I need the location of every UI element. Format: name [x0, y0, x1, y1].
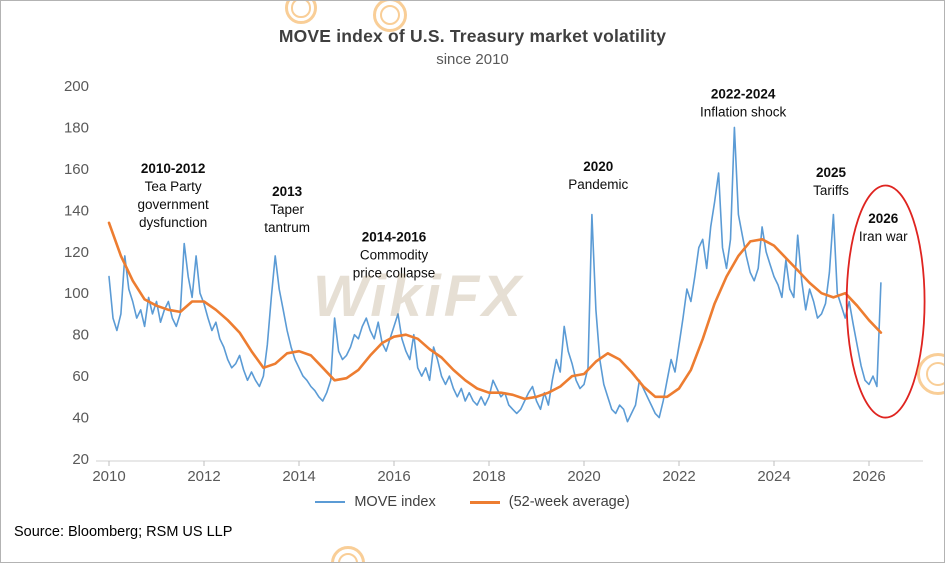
- average-line-swatch: [469, 500, 500, 504]
- annotation-text: Tea Party: [145, 179, 202, 194]
- average-line: [107, 221, 883, 401]
- y-axis-tick-label: 60: [72, 368, 89, 385]
- y-axis-tick-label: 180: [64, 119, 89, 136]
- annotation-text: government: [137, 197, 209, 212]
- annotation-text: 2014-2016: [362, 229, 427, 244]
- move-index-line-swatch: [315, 501, 346, 503]
- annotation-text: Pandemic: [568, 177, 628, 192]
- legend: MOVE index (52-week average): [1, 494, 944, 510]
- annotation-text: Taper: [270, 202, 304, 217]
- x-axis-tick-label: 2020: [567, 468, 600, 485]
- x-axis-tick-label: 2026: [852, 468, 885, 485]
- y-axis-tick-label: 120: [64, 244, 89, 261]
- y-axis-tick-label: 200: [64, 78, 89, 95]
- annotation-text: 2020: [583, 159, 613, 174]
- legend-label-52-week-average: (52-week average): [508, 494, 630, 510]
- move-index-line: [108, 126, 882, 423]
- annotation-text: Tariffs: [813, 183, 849, 198]
- legend-item-52-week-average: (52-week average): [469, 494, 630, 510]
- annotation-text: 2025: [816, 165, 847, 180]
- chart-subtitle: since 2010: [436, 51, 509, 68]
- annotation-text: 2010-2012: [141, 161, 206, 176]
- annotation-text: 2026: [868, 211, 899, 226]
- annotation-text: 2022-2024: [711, 86, 776, 101]
- y-axis-tick-label: 20: [72, 451, 89, 468]
- y-axis-tick-label: 140: [64, 202, 89, 219]
- x-axis-tick-label: 2022: [662, 468, 695, 485]
- x-axis-tick-label: 2018: [472, 468, 505, 485]
- legend-label-move-index: MOVE index: [354, 494, 436, 510]
- legend-item-move-index: MOVE index: [315, 494, 436, 510]
- annotation-text: dysfunction: [139, 215, 207, 230]
- annotation-text: Iran war: [859, 229, 908, 244]
- x-axis-tick-label: 2012: [187, 468, 220, 485]
- annotation-text: Inflation shock: [700, 104, 787, 119]
- x-axis-tick-label: 2016: [377, 468, 410, 485]
- y-axis-tick-label: 100: [64, 285, 89, 302]
- annotation-text: 2013: [272, 184, 303, 199]
- y-axis-tick-label: 160: [64, 161, 89, 178]
- annotation-text: tantrum: [264, 220, 310, 235]
- x-axis-tick-label: 2014: [282, 468, 315, 485]
- x-axis-tick-label: 2024: [757, 468, 790, 485]
- annotation-text: price collapse: [353, 265, 436, 280]
- y-axis-tick-label: 80: [72, 327, 89, 344]
- highlight-ellipse: [845, 184, 926, 419]
- y-axis-tick-label: 40: [72, 410, 89, 427]
- source-attribution: Source: Bloomberg; RSM US LLP: [14, 524, 233, 540]
- annotation-text: Commodity: [360, 247, 429, 262]
- x-axis-tick-label: 2010: [92, 468, 125, 485]
